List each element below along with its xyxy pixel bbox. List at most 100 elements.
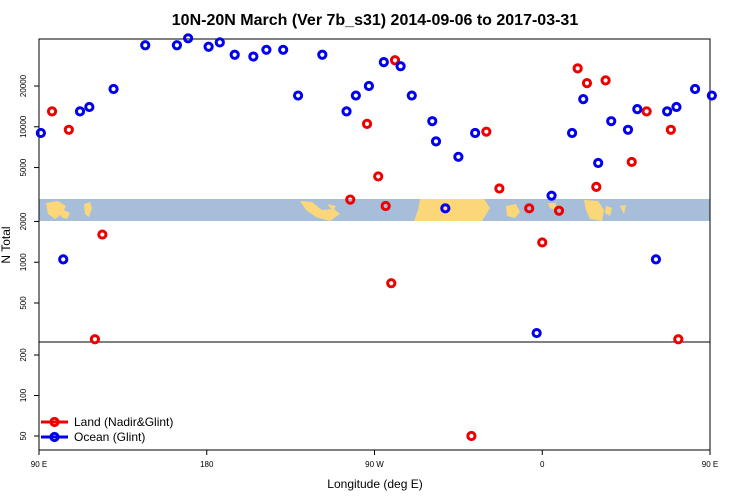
y-tick-label: 5000 xyxy=(19,158,28,176)
ocean-point xyxy=(58,254,69,265)
ocean-point xyxy=(593,157,604,169)
ocean-point xyxy=(84,101,95,113)
land-point xyxy=(641,106,652,117)
land-point xyxy=(89,334,101,345)
land-point xyxy=(626,156,637,168)
ocean-point xyxy=(662,106,673,117)
map-land-shape xyxy=(61,209,70,219)
y-tick-label: 2000 xyxy=(19,212,28,230)
map-land-shape xyxy=(414,199,490,221)
y-axis-label: N Total xyxy=(0,226,13,263)
ocean-point xyxy=(363,80,375,92)
ocean-point xyxy=(650,254,662,265)
land-point xyxy=(591,181,602,192)
ocean-point xyxy=(317,49,328,60)
map-ocean-band xyxy=(39,199,710,221)
land-point xyxy=(581,78,593,89)
ocean-point xyxy=(341,106,352,117)
ocean-point xyxy=(214,37,225,48)
ocean-point xyxy=(689,83,701,95)
y-tick-label: 1000 xyxy=(19,253,28,271)
legend-land-label: Land (Nadir&Glint) xyxy=(74,415,173,429)
land-point xyxy=(380,200,391,212)
land-point xyxy=(600,75,611,86)
x-axis-label: Longitude (deg E) xyxy=(327,477,422,491)
y-tick-label: 100 xyxy=(19,388,28,402)
plot-frame xyxy=(38,38,711,451)
map-land-shape xyxy=(605,206,612,216)
land-point xyxy=(481,126,492,137)
ocean-point xyxy=(578,94,589,105)
land-point xyxy=(63,124,74,135)
map-land-shape xyxy=(84,202,92,217)
map-land-shape xyxy=(46,201,66,219)
ocean-point xyxy=(427,116,438,127)
ocean-point xyxy=(706,90,717,101)
land-point xyxy=(524,203,535,214)
map-land-shape xyxy=(548,203,556,210)
map-land-shape xyxy=(584,200,604,221)
land-point xyxy=(537,237,548,248)
ocean-point xyxy=(470,127,481,139)
ocean-point xyxy=(171,40,183,51)
x-tick-label: 90 E xyxy=(31,460,47,469)
ocean-point xyxy=(35,127,46,139)
legend-ocean-marker xyxy=(49,431,60,443)
ocean-point xyxy=(671,101,682,113)
ocean-point xyxy=(406,90,417,101)
chart-title: 10N-20N March (Ver 7b_s31) 2014-09-06 to… xyxy=(172,12,579,29)
land-point xyxy=(673,334,684,345)
legend-land-marker xyxy=(49,416,60,428)
y-tick-label: 200 xyxy=(19,348,28,362)
map-land-shape xyxy=(300,201,340,221)
ocean-point xyxy=(566,127,578,139)
ocean-point xyxy=(622,124,634,135)
x-tick-label: 90 E xyxy=(702,460,718,469)
ocean-point xyxy=(183,33,194,44)
y-tick-label: 50 xyxy=(19,431,28,440)
ocean-point xyxy=(278,44,289,55)
map-land-shape xyxy=(506,204,520,218)
ocean-point xyxy=(440,203,451,214)
land-point xyxy=(466,430,477,442)
land-point xyxy=(494,183,505,194)
land-point xyxy=(373,171,384,182)
map-land-shape xyxy=(327,204,336,211)
map-land-shape xyxy=(620,205,626,214)
ocean-point xyxy=(140,40,151,51)
ocean-point xyxy=(546,190,557,201)
x-tick-label: 90 W xyxy=(365,460,384,469)
ocean-point xyxy=(350,90,361,101)
ocean-point xyxy=(74,106,86,117)
data-points xyxy=(35,33,717,442)
ocean-point xyxy=(203,41,214,52)
y-tick-label: 500 xyxy=(19,296,28,310)
ocean-point xyxy=(261,44,272,55)
land-point xyxy=(665,124,676,135)
ocean-point xyxy=(108,83,119,95)
land-point xyxy=(389,55,401,66)
land-point xyxy=(386,278,397,289)
legend-ocean-label: Ocean (Glint) xyxy=(74,430,145,444)
ocean-point xyxy=(453,151,464,162)
y-tick-label: 20000 xyxy=(19,74,28,97)
legend: Land (Nadir&Glint) Ocean (Glint) xyxy=(41,415,173,444)
y-axis: 50 100 200 500 1000 2000 5000 10000 20000 xyxy=(19,74,39,440)
land-point xyxy=(553,205,565,216)
y-tick-label: 10000 xyxy=(19,115,28,138)
ocean-point xyxy=(229,49,240,60)
ocean-point xyxy=(606,116,617,127)
ocean-point xyxy=(292,90,304,101)
ocean-point xyxy=(248,51,259,62)
x-tick-label: 180 xyxy=(200,460,214,469)
land-point xyxy=(572,63,583,74)
ocean-point xyxy=(395,61,406,72)
land-point xyxy=(46,106,58,117)
world-map-strip xyxy=(39,199,710,221)
ocean-point xyxy=(531,327,542,339)
x-tick-label: 0 xyxy=(540,460,545,469)
ocean-point xyxy=(632,104,643,115)
land-point xyxy=(97,229,108,240)
